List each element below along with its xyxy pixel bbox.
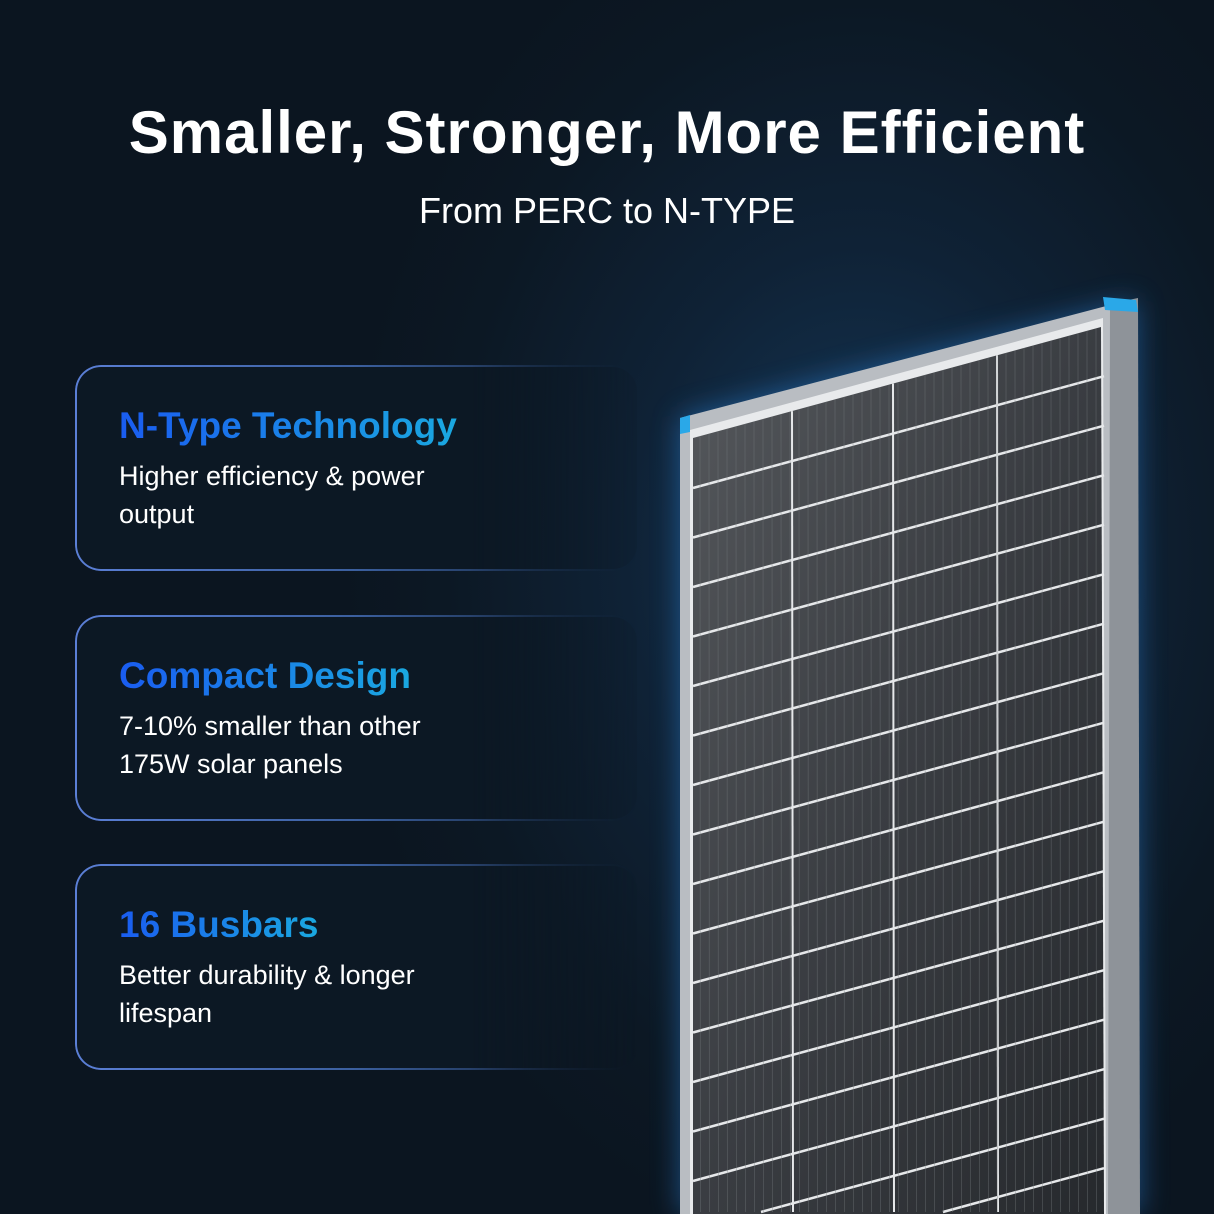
busbar-line [978,360,980,1213]
feature-description: Higher efficiency & power output [119,461,425,529]
busbar-line [951,367,953,1213]
cell-grid [692,328,1105,1214]
feature-description: Better durability & longer lifespan [119,960,415,1028]
busbar-line [816,404,818,1213]
busbar-line [870,389,872,1213]
busbar-line [708,433,710,1213]
busbar-line [1023,347,1025,1213]
cell-row-divider [692,770,1105,886]
busbar-line [1014,350,1016,1213]
panel-cells [693,327,1104,1214]
busbar-line [1005,352,1007,1213]
cell-row-divider [692,869,1105,985]
busbar-line [825,401,827,1213]
busbar-line [879,387,881,1213]
busbar-line [1059,338,1061,1213]
busbar-line [987,357,989,1213]
busbar-line [1068,335,1070,1213]
frame-corner-left [680,415,690,434]
busbar-line [996,355,998,1213]
busbar-line [735,426,737,1213]
busbar-line [843,396,845,1213]
busbar-line [780,414,782,1213]
cell-row-divider [692,523,1105,638]
cell-row-divider [692,424,1105,539]
cell-row-divider [692,1067,1105,1183]
feature-card-busbars: 16 Busbars Better durability & longer li… [75,864,639,1070]
busbar-line [852,394,854,1213]
busbar-line [717,431,719,1213]
busbar-line [924,374,926,1213]
busbar-line [1041,343,1043,1213]
busbar-line [915,377,917,1213]
cell-column-divider [791,411,794,1213]
busbar-line [1050,340,1052,1213]
cell-row-divider [760,1117,1105,1214]
busbar-line [726,428,728,1213]
frame-corner-right [1103,297,1138,312]
busbar-line [744,423,746,1213]
cell-row-divider [692,820,1105,935]
page-title: Smaller, Stronger, More Efficient [128,99,1086,166]
page-subtitle: From PERC to N-TYPE [418,190,796,231]
busbar-line [753,421,755,1213]
cell-row-divider [692,721,1105,836]
cell-row-divider [692,473,1105,589]
busbar-line [897,382,899,1213]
busbar-line [1077,333,1079,1213]
busbar-line [906,379,908,1213]
busbar-line [699,436,701,1213]
cell-row-divider [692,572,1105,688]
feature-title: N-Type Technology [119,405,457,446]
busbar-line [1032,345,1034,1213]
busbar-line [1095,328,1097,1213]
busbar-line [969,362,971,1213]
feature-title: Compact Design [119,655,411,696]
cell-row-divider [692,968,1105,1084]
feature-card-n-type: N-Type Technology Higher efficiency & po… [75,365,639,571]
busbar-line [942,369,944,1213]
busbar-line [1086,330,1088,1213]
feature-title: 16 Busbars [119,904,319,945]
cell-column-divider [996,355,999,1213]
busbar-line [789,411,791,1213]
cell-row-divider [692,622,1105,737]
cell-row-divider [942,1166,1105,1214]
busbar-line [960,365,962,1213]
busbar-line [933,372,935,1213]
feature-description: 7-10% smaller than other 175W solar pane… [119,711,421,779]
cell-row-divider [692,919,1105,1034]
cell-row-divider [692,1018,1105,1133]
busbar-line [771,416,773,1213]
feature-card-compact: Compact Design 7-10% smaller than other … [75,615,639,821]
busbar-line [888,384,890,1213]
panel-side-frame [1105,298,1140,1214]
busbar-line [834,399,836,1213]
busbar-line [798,409,800,1213]
busbar-line [762,418,764,1213]
cell-row-divider [692,671,1105,787]
busbar-line [807,406,809,1213]
cell-column-divider [892,383,895,1213]
cell-row-divider [692,374,1105,490]
busbar-line [861,392,863,1213]
